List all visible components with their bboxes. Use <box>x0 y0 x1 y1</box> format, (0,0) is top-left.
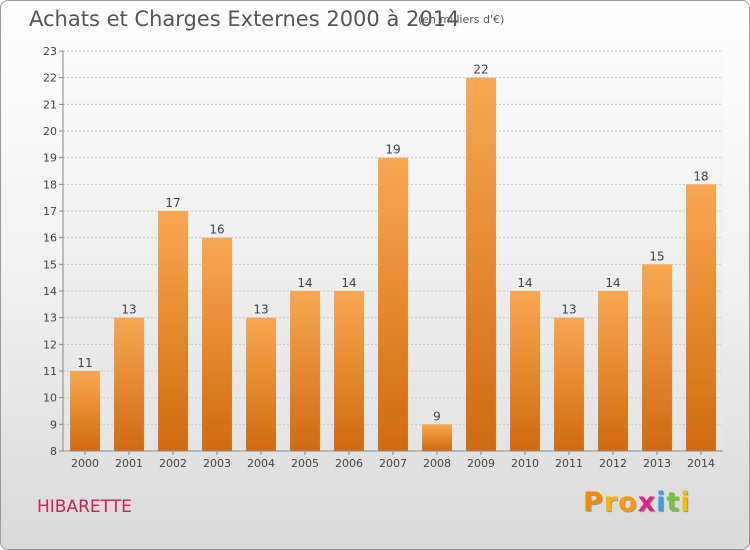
y-tick-label: 14 <box>43 285 57 298</box>
x-tick-label: 2004 <box>247 457 275 470</box>
y-tick-label: 22 <box>43 72 57 85</box>
y-tick-label: 15 <box>43 258 57 271</box>
y-tick-label: 9 <box>50 418 57 431</box>
bar <box>378 157 408 451</box>
bar <box>510 291 540 451</box>
x-tick-label: 2005 <box>291 457 319 470</box>
y-tick-label: 20 <box>43 125 57 138</box>
logo-letter: i <box>680 487 691 518</box>
bar <box>598 291 628 451</box>
bar <box>158 211 188 451</box>
x-tick-label: 2007 <box>379 457 407 470</box>
bar <box>466 77 496 452</box>
x-tick-label: 2010 <box>511 457 539 470</box>
bar-value-label: 17 <box>165 196 180 210</box>
bar <box>290 291 320 451</box>
logo-letter: o <box>618 487 638 518</box>
y-tick-label: 21 <box>43 98 57 111</box>
x-tick-label: 2013 <box>643 457 671 470</box>
x-tick-label: 2009 <box>467 457 495 470</box>
x-tick-label: 2008 <box>423 457 451 470</box>
bar <box>202 237 232 451</box>
y-tick-label: 8 <box>50 445 57 458</box>
x-tick-label: 2001 <box>115 457 143 470</box>
bar-value-label: 14 <box>605 276 620 290</box>
bar <box>686 184 716 452</box>
logo-letter: i <box>656 487 667 518</box>
bar-value-label: 18 <box>693 169 708 183</box>
bar-value-label: 14 <box>297 276 312 290</box>
y-tick-label: 18 <box>43 178 57 191</box>
bar-value-label: 22 <box>473 63 488 77</box>
x-tick-label: 2003 <box>203 457 231 470</box>
x-tick-label: 2011 <box>555 457 583 470</box>
bar <box>422 424 452 451</box>
bar-value-label: 15 <box>649 249 664 263</box>
bar-value-label: 13 <box>121 303 136 317</box>
x-tick-label: 2002 <box>159 457 187 470</box>
logo-letter: r <box>603 487 619 518</box>
y-tick-label: 17 <box>43 205 57 218</box>
chart-title: Achats et Charges Externes 2000 à 2014 <box>29 7 460 31</box>
y-tick-label: 16 <box>43 232 57 245</box>
logo-letter: x <box>637 487 657 518</box>
commune-name: HIBARETTE <box>37 497 132 517</box>
bar-value-label: 9 <box>433 409 441 423</box>
x-tick-label: 2012 <box>599 457 627 470</box>
bar <box>70 371 100 451</box>
logo-letter: t <box>666 487 681 518</box>
bar-value-label: 11 <box>77 356 92 370</box>
y-axis-labels: 8 9 10 11 12 13 14 15 16 17 18 19 20 21 22 23 <box>43 45 63 458</box>
bar-value-label: 13 <box>253 303 268 317</box>
bar <box>642 264 672 451</box>
bar <box>334 291 364 451</box>
y-tick-label: 12 <box>43 338 57 351</box>
bar <box>114 317 144 451</box>
x-tick-label: 2006 <box>335 457 363 470</box>
bar-value-label: 16 <box>209 223 224 237</box>
bar-value-label: 19 <box>385 143 400 157</box>
x-tick-label: 2000 <box>71 457 99 470</box>
x-tick-label: 2014 <box>687 457 715 470</box>
y-tick-label: 23 <box>43 45 57 58</box>
bar <box>554 317 584 451</box>
bars: 11 13 17 16 13 14 14 19 9 22 14 13 14 15 18 <box>70 63 716 452</box>
bar-value-label: 14 <box>517 276 532 290</box>
proxiti-logo[interactable]: Proxiti <box>583 487 691 518</box>
x-axis-labels: 2000 2001 2002 2003 2004 2005 2006 2007 2008 2009… <box>71 451 715 470</box>
logo-letter: P <box>583 487 604 518</box>
y-tick-label: 11 <box>43 365 57 378</box>
bar-value-label: 14 <box>341 276 356 290</box>
y-tick-label: 10 <box>43 392 57 405</box>
y-tick-label: 19 <box>43 152 57 165</box>
bar <box>246 317 276 451</box>
chart-subtitle: (en milliers d'€) <box>418 13 505 26</box>
y-tick-label: 13 <box>43 312 57 325</box>
bar-value-label: 13 <box>561 303 576 317</box>
